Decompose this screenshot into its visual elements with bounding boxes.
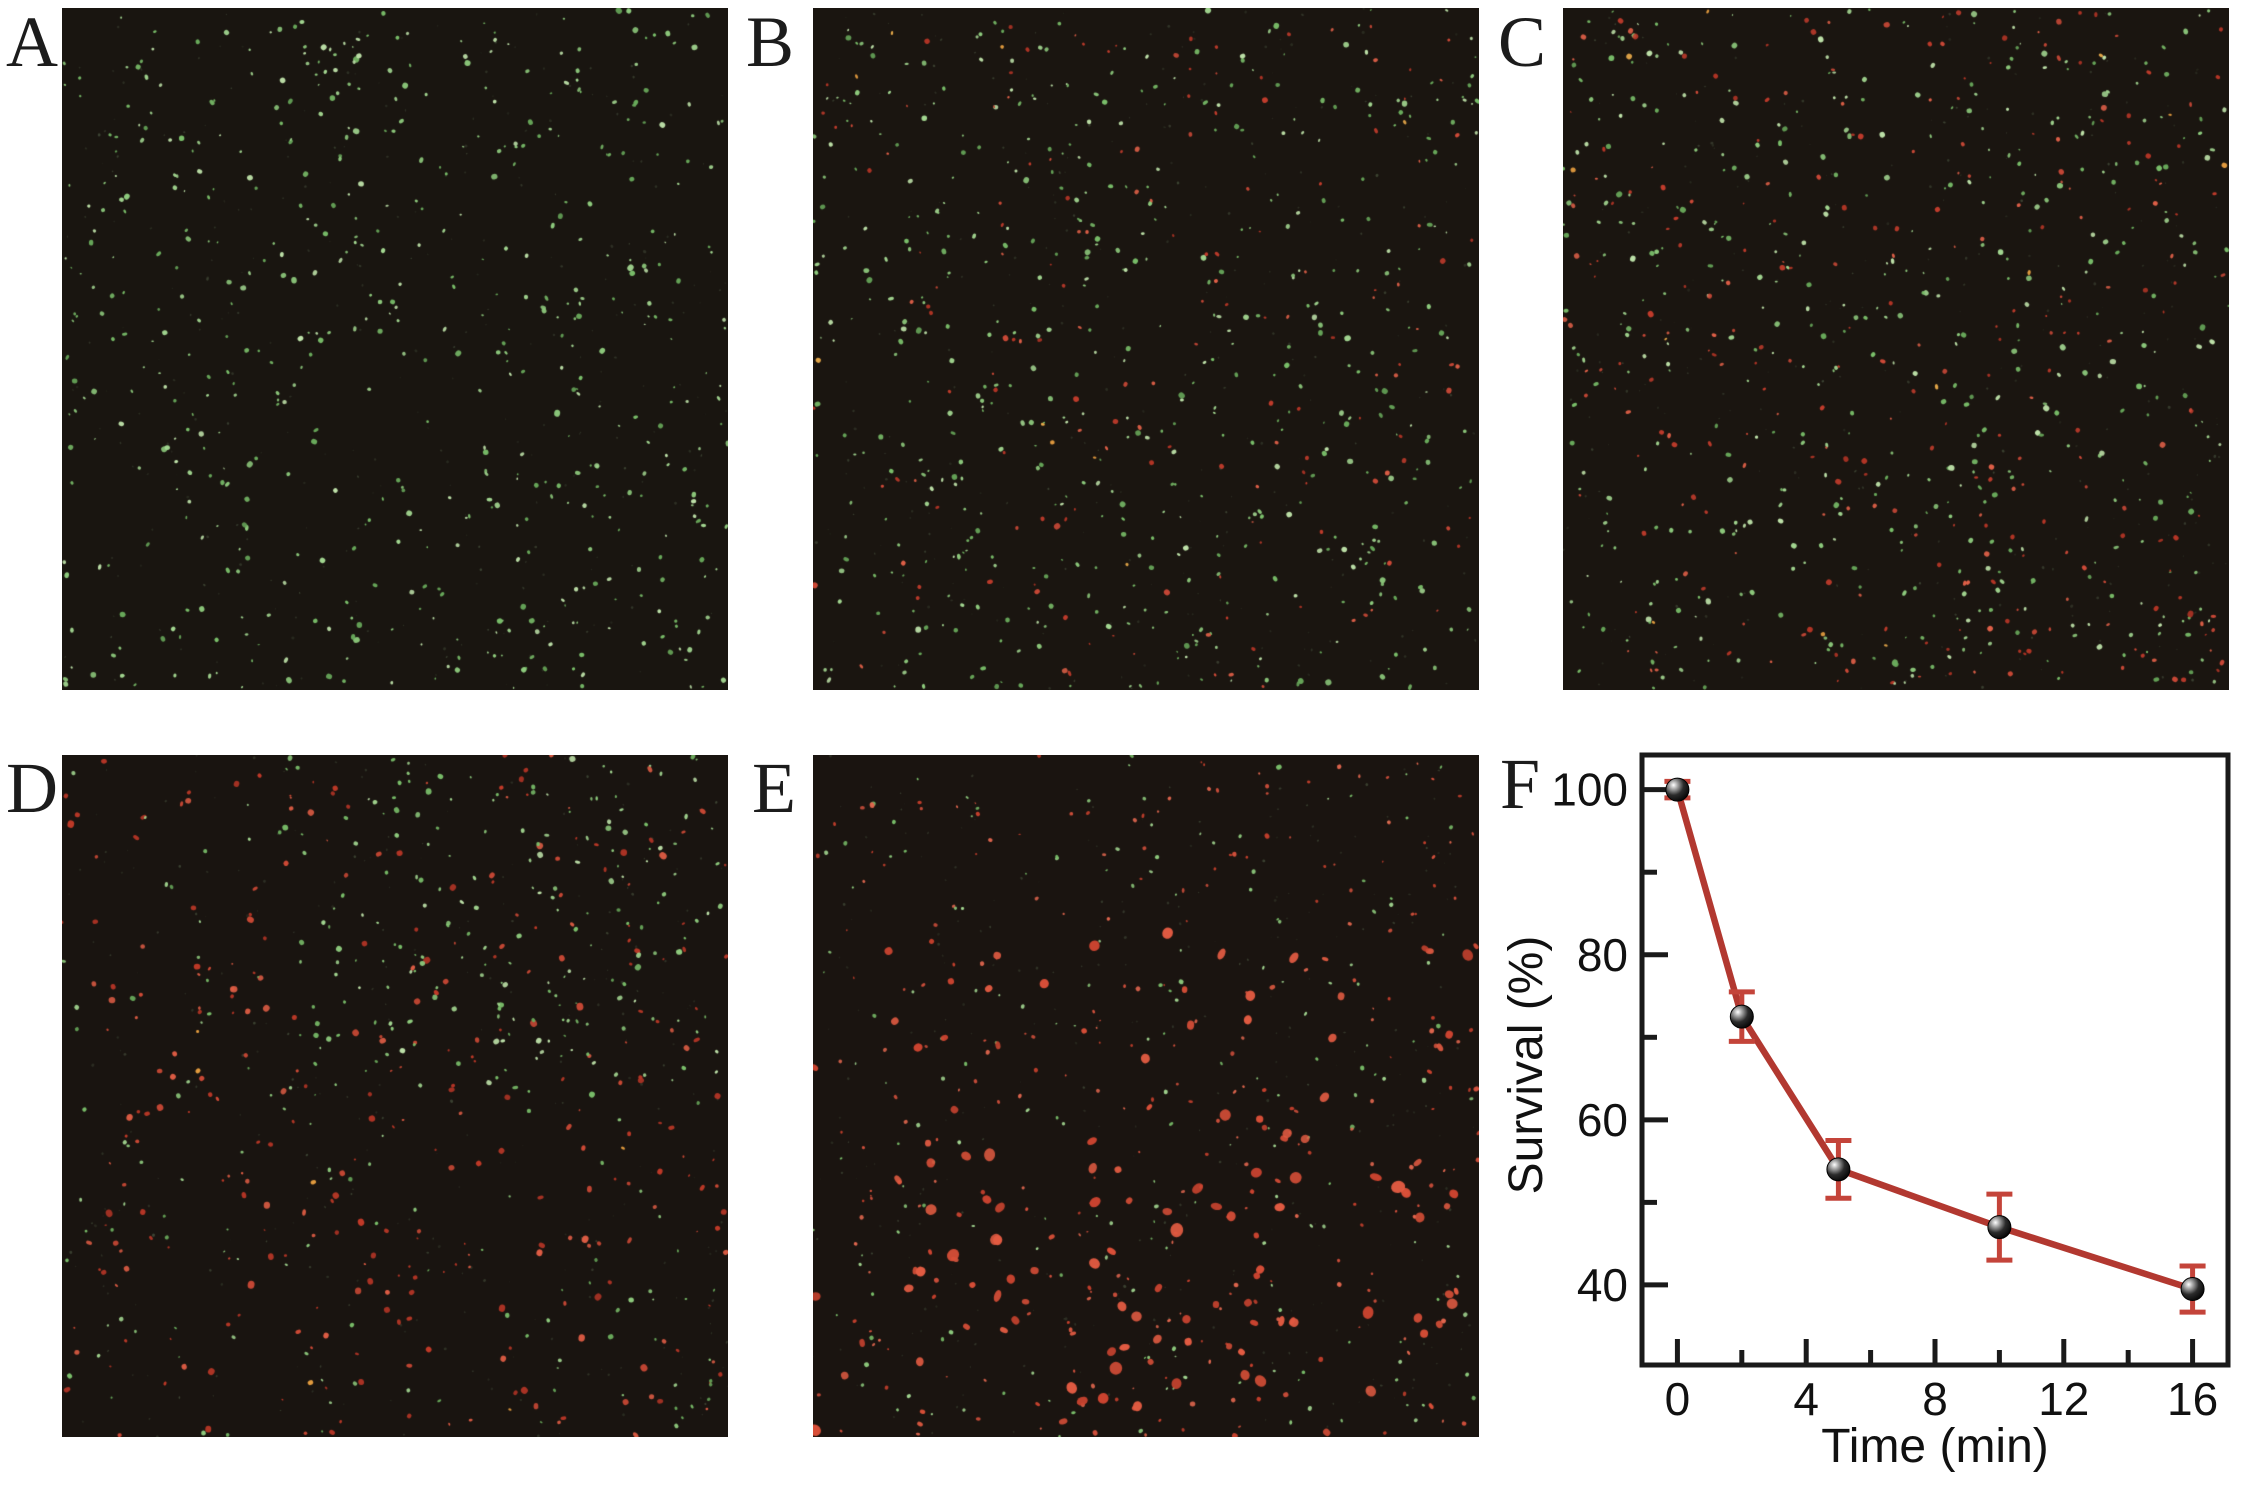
data-point-marker-4: [2180, 1277, 2205, 1302]
y-tick-label-2: 80: [1577, 929, 1628, 981]
panel-a-label: A: [6, 2, 58, 82]
survival-line-chart: 0 4 8 12 16 40 60 80 100 Survival (%) Time (min): [1500, 752, 2231, 1473]
x-tick-label-3: 12: [2038, 1373, 2089, 1425]
y-tick-label-1: 60: [1577, 1094, 1628, 1146]
y-tick-label-0: 40: [1577, 1259, 1628, 1311]
panel-d-label: D: [6, 748, 58, 828]
x-axis-title: Time (min): [1821, 1420, 2049, 1473]
y-axis-title: Survival (%): [1500, 936, 1553, 1195]
panel-b-label: B: [746, 2, 795, 82]
data-point-marker-0: [1665, 777, 1690, 802]
data-point-marker-3: [1987, 1215, 2012, 1240]
panel-c-micrograph: [1563, 8, 2229, 690]
panel-e-label: E: [752, 748, 796, 828]
panel-a-micrograph: [62, 8, 728, 690]
y-tick-label-3: 100: [1551, 764, 1628, 816]
panel-e-micrograph: [813, 755, 1479, 1437]
panel-d-micrograph: [62, 755, 728, 1437]
data-point-marker-1: [1729, 1004, 1754, 1029]
x-tick-label-1: 4: [1793, 1373, 1819, 1425]
x-tick-label-2: 8: [1922, 1373, 1948, 1425]
panel-b-micrograph: [813, 8, 1479, 690]
panel-f-label: F: [1500, 744, 1541, 824]
x-tick-label-4: 16: [2167, 1373, 2218, 1425]
x-tick-label-0: 0: [1665, 1373, 1691, 1425]
data-point-marker-2: [1826, 1157, 1851, 1182]
panel-c-label: C: [1498, 2, 1547, 82]
